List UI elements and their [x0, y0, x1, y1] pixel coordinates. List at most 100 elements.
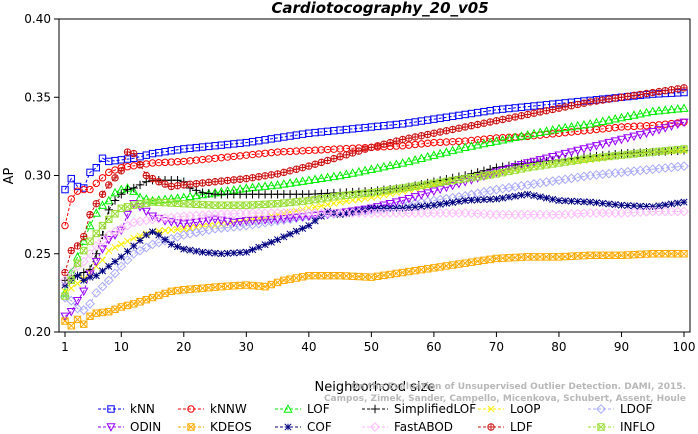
data-point-ldf — [442, 127, 451, 135]
data-point-ldf — [430, 129, 438, 137]
data-point-lof — [510, 132, 520, 142]
data-point-simplifiedlof — [135, 180, 145, 190]
data-point-kdeos — [180, 286, 188, 294]
data-point-cof — [455, 197, 463, 206]
data-point-cof — [680, 198, 688, 206]
data-point-lof — [654, 105, 664, 115]
data-point-cof — [667, 200, 676, 208]
data-point-ldof — [122, 255, 133, 265]
data-point-odin — [72, 297, 83, 306]
data-point-ldf — [398, 135, 407, 144]
data-point-ldf — [323, 156, 332, 165]
data-point-inflo — [367, 189, 376, 197]
legend-marker-odin — [106, 423, 116, 432]
data-point-kdeos — [173, 286, 182, 295]
data-point-inflo — [630, 150, 638, 158]
y-tick-label: 0.30 — [24, 169, 51, 183]
y-tick-label: 0.35 — [24, 90, 51, 104]
data-point-ldf — [373, 142, 382, 150]
x-tick-label: 30 — [239, 340, 254, 354]
data-point-lof — [635, 108, 645, 118]
data-point-ldf — [192, 180, 201, 188]
data-point-inflo — [92, 229, 100, 238]
data-point-inflo — [430, 179, 438, 188]
data-point-cof — [555, 196, 563, 205]
data-point-loop — [342, 197, 350, 205]
data-point-fastabod — [679, 206, 689, 217]
data-point-kdeos — [261, 282, 269, 291]
data-point-loop — [117, 240, 125, 248]
data-point-inflo — [267, 200, 276, 208]
data-point-loop — [299, 206, 307, 214]
series-line-odin — [64, 121, 685, 317]
data-point-cof — [642, 202, 651, 211]
legend-marker-inflo — [597, 423, 605, 431]
data-point-inflo — [455, 175, 463, 184]
data-point-lof — [354, 166, 364, 176]
data-point-odin — [535, 156, 545, 165]
data-point-lof — [391, 159, 402, 168]
legend-label-ldf: LDF — [510, 420, 533, 434]
data-point-cof — [611, 201, 619, 209]
data-point-lof — [641, 107, 652, 117]
data-point-lof — [498, 134, 508, 144]
data-point-lof — [648, 106, 658, 116]
data-point-cof — [499, 194, 507, 202]
data-point-lof — [185, 191, 195, 201]
legend-label-cof: COF — [307, 420, 332, 434]
data-point-cof — [661, 201, 669, 209]
data-point-knnw — [86, 185, 94, 194]
data-point-inflo — [392, 185, 401, 193]
data-point-cof — [105, 262, 113, 270]
data-point-ldof — [116, 261, 127, 272]
data-point-kdeos — [417, 266, 426, 274]
data-point-ldf — [655, 87, 663, 96]
data-point-ldf — [142, 171, 150, 180]
y-tick-label: 0.40 — [24, 12, 51, 26]
data-point-kdeos — [111, 305, 119, 314]
x-tick-label: 10 — [114, 340, 129, 354]
data-point-odin — [79, 287, 89, 297]
legend-label-kdeos: KDEOS — [210, 420, 252, 434]
data-point-simplifiedlof — [110, 196, 120, 205]
legend-item-odin: ODIN — [98, 420, 161, 434]
data-point-inflo — [330, 193, 338, 201]
data-point-lof — [329, 171, 339, 181]
data-point-lof — [347, 168, 358, 177]
data-point-ldf — [411, 133, 419, 141]
data-point-ldf — [542, 107, 551, 115]
data-point-cof — [148, 228, 157, 236]
data-point-ldf — [530, 109, 538, 117]
legend: kNN kNNW LOF SimplifiedLOF LoOP LDOF ODIN KDEOS… — [98, 402, 655, 434]
data-point-kdeos — [467, 258, 476, 266]
data-point-cof — [474, 196, 482, 204]
data-point-kdeos — [392, 269, 401, 278]
data-point-inflo — [292, 198, 301, 206]
data-point-ldf — [161, 180, 169, 188]
data-point-inflo — [317, 194, 326, 203]
legend-item-ldf: LDF — [478, 420, 533, 434]
data-point-kdeos — [280, 276, 288, 285]
data-point-cof — [261, 241, 269, 249]
data-point-inflo — [405, 183, 413, 191]
data-point-fastabod — [466, 208, 477, 219]
data-point-ldf — [592, 97, 601, 105]
data-point-odin — [529, 157, 539, 167]
x-tick-label: 50 — [364, 340, 379, 354]
data-point-kdeos — [105, 307, 113, 316]
data-point-lof — [141, 194, 151, 203]
credit-line-2: Campos, Zimek, Sander, Campello, Micenko… — [324, 394, 686, 404]
data-point-odin — [272, 215, 283, 225]
data-point-cof — [542, 194, 550, 202]
data-point-odin — [97, 245, 108, 254]
data-point-ldf — [267, 171, 276, 179]
series-line-knn — [64, 92, 685, 190]
data-point-kdeos — [455, 260, 463, 268]
data-point-odin — [635, 131, 645, 140]
data-point-cof — [624, 201, 632, 210]
data-point-odin — [554, 151, 564, 161]
data-point-odin — [141, 207, 151, 217]
data-point-cof — [361, 206, 369, 214]
data-point-lof — [285, 178, 295, 187]
x-tick-label: 70 — [489, 340, 504, 354]
